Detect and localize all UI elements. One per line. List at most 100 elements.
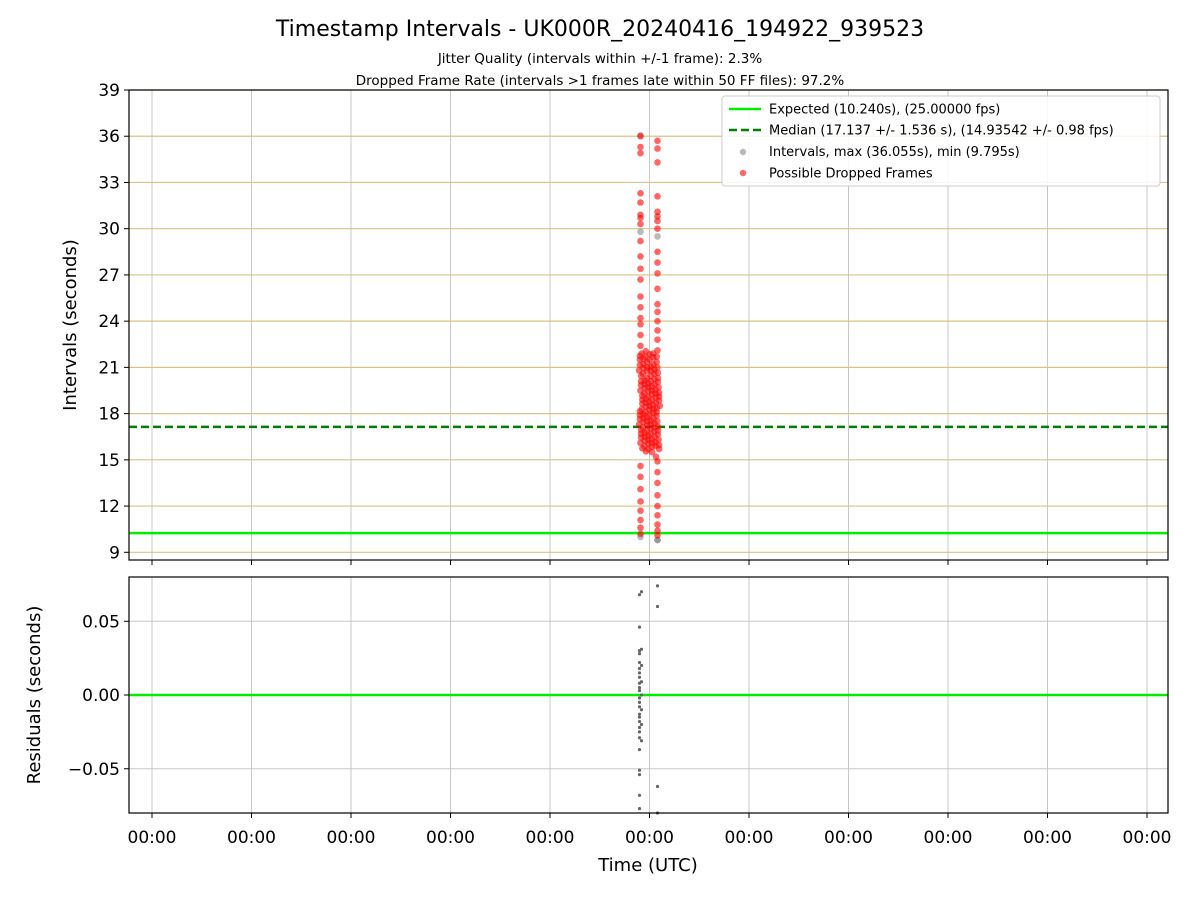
residual-point	[637, 705, 642, 709]
dropped-frame-point	[654, 300, 661, 308]
dropped-frame-point	[637, 473, 644, 481]
chart-subtitle-jitter: Jitter Quality (intervals within +/-1 fr…	[437, 51, 763, 67]
xtick-label: 00:00	[824, 828, 873, 848]
dropped-frame-point	[637, 485, 644, 493]
residual-point	[655, 584, 660, 588]
ytick-label: 0.00	[82, 686, 120, 706]
xtick-label: 00:00	[327, 828, 376, 848]
residual-point	[637, 719, 642, 724]
residuals-xlabel: Time (UTC)	[597, 855, 698, 876]
legend-label-intervals: Intervals, max (36.055s), min (9.795s)	[769, 145, 1020, 160]
residual-point	[639, 708, 644, 712]
ytick-label: 9	[109, 543, 120, 563]
dropped-frame-point	[654, 137, 661, 145]
dropped-frame-point	[654, 532, 661, 539]
dropped-frame-point	[637, 237, 644, 245]
dropped-frame-point	[637, 253, 644, 260]
dropped-frame-point	[637, 276, 644, 283]
intervals-panel: 9 12 15 18 21 24 27 30 33 36 39 Intervals (seconds…	[60, 81, 1169, 565]
residual-point	[637, 715, 642, 719]
residual-point	[637, 666, 642, 671]
dropped-frame-point	[655, 445, 663, 453]
dropped-frame-point	[654, 193, 661, 200]
residual-point	[655, 604, 660, 609]
residual-point	[637, 625, 642, 629]
legend-label-median: Median (17.137 +/- 1.536 s), (14.93542 +…	[769, 124, 1114, 139]
legend: Expected (10.240s), (25.00000 fps) Media…	[721, 95, 1161, 187]
intervals-axis-ticks: 9 12 15 18 21 24 27 30 33 36 39	[98, 81, 1148, 565]
residual-point	[637, 712, 642, 716]
dropped-frame-point	[654, 270, 661, 277]
dropped-frame-point	[654, 208, 661, 216]
dropped-frame-point	[637, 265, 644, 273]
intervals-ylabel: Intervals (seconds)	[60, 239, 81, 411]
residual-point	[637, 773, 642, 777]
dropped-frame-point	[637, 530, 644, 538]
dropped-frame-point	[637, 143, 644, 151]
residual-point	[637, 688, 642, 693]
dropped-frame-point	[637, 293, 644, 300]
ytick-label: 21	[98, 358, 120, 378]
dropped-frame-point	[637, 189, 644, 197]
dropped-frame-point	[637, 524, 644, 531]
legend-label-expected: Expected (10.240s), (25.00000 fps)	[769, 103, 1000, 118]
dropped-frame-point	[654, 259, 661, 266]
residual-point	[637, 725, 642, 730]
intervals-points	[635, 132, 664, 544]
residual-point	[637, 747, 642, 752]
dropped-frame-point	[637, 331, 644, 339]
residual-point	[637, 686, 642, 690]
chart-subtitle-dropped: Dropped Frame Rate (intervals >1 frames …	[356, 73, 845, 89]
dropped-frame-point	[636, 356, 644, 363]
dropped-frame-point	[654, 317, 661, 325]
legend-swatch-dropped	[739, 169, 747, 177]
dropped-frame-point	[654, 225, 661, 232]
dropped-frame-point	[642, 448, 650, 455]
dropped-frame-point	[654, 458, 661, 465]
residuals-panel: 0.05 0.00 −0.05 00:00 00:00 00:00 00:00 00:00 00…	[24, 576, 1172, 876]
ytick-label: 33	[98, 173, 120, 193]
dropped-frame-point	[643, 367, 651, 375]
dropped-frame-point	[654, 527, 661, 535]
dropped-frame-point	[637, 132, 644, 140]
dropped-frame-point	[654, 468, 661, 476]
ytick-label: 39	[98, 81, 120, 101]
dropped-frame-point	[654, 479, 661, 487]
residual-point	[637, 660, 642, 665]
dropped-frame-point	[648, 443, 656, 451]
ytick-label: 0.05	[82, 612, 120, 632]
residuals-points	[637, 584, 660, 815]
dropped-frame-point	[655, 397, 663, 404]
ytick-label: 24	[98, 312, 120, 332]
dropped-frame-point	[637, 214, 644, 222]
dropped-frame-point	[637, 462, 644, 470]
xtick-label: 00:00	[128, 828, 177, 848]
dropped-frame-point	[654, 308, 661, 316]
dropped-frame-point	[637, 372, 645, 380]
residual-point	[637, 768, 642, 772]
legend-swatch-intervals	[739, 148, 747, 156]
residual-point	[637, 730, 642, 734]
dropped-frame-point	[653, 358, 660, 366]
dropped-frame-point	[637, 314, 644, 322]
residual-point	[637, 593, 642, 597]
dropped-frame-point	[654, 159, 661, 166]
dropped-frame-point	[637, 320, 644, 328]
dropped-frame-point	[637, 220, 644, 228]
residual-point	[639, 663, 644, 668]
dropped-frame-point	[654, 336, 661, 343]
xtick-label: 00:00	[426, 828, 475, 848]
xtick-label: 00:00	[625, 828, 674, 848]
dropped-frame-point	[637, 199, 644, 206]
residual-point	[637, 806, 642, 811]
residual-point	[637, 736, 642, 740]
residual-point	[639, 739, 644, 743]
dropped-frame-point	[654, 521, 661, 528]
residual-point	[655, 784, 660, 789]
xtick-label: 00:00	[1123, 828, 1172, 848]
dropped-frame-point	[654, 285, 661, 293]
dropped-frame-point	[654, 213, 661, 220]
ytick-label: 30	[98, 220, 120, 240]
dropped-frame-point	[637, 342, 644, 350]
